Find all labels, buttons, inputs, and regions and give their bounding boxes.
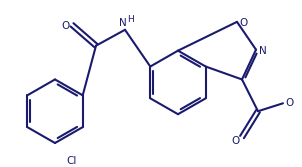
Text: H: H — [127, 15, 133, 24]
Text: O: O — [285, 98, 293, 108]
Text: N: N — [259, 46, 267, 56]
Text: N: N — [119, 18, 127, 28]
Text: O: O — [239, 18, 247, 28]
Text: O: O — [232, 136, 240, 146]
Text: Cl: Cl — [67, 156, 77, 166]
Text: O: O — [62, 21, 70, 31]
